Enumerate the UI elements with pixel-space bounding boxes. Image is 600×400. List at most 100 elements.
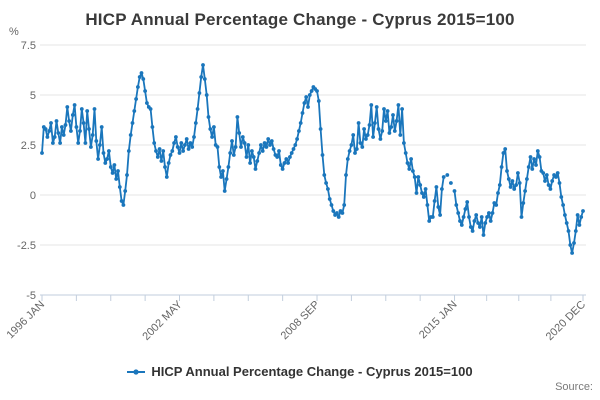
data-point <box>76 141 81 145</box>
data-point <box>188 141 193 145</box>
data-point <box>257 151 261 155</box>
data-point <box>302 101 307 105</box>
data-point <box>546 183 551 187</box>
data-point <box>454 203 459 207</box>
data-point <box>240 135 245 139</box>
data-point <box>224 177 229 181</box>
data-point <box>49 121 53 125</box>
data-point <box>385 109 390 113</box>
data-point <box>98 143 102 147</box>
data-point <box>217 165 222 169</box>
data-point <box>168 153 173 157</box>
x-tick-label: 2002 MAY <box>140 298 185 343</box>
data-point <box>163 165 167 169</box>
data-point <box>358 141 363 145</box>
data-point <box>510 179 515 183</box>
data-point <box>470 229 475 233</box>
data-point <box>374 105 379 109</box>
data-point <box>242 141 247 145</box>
data-point <box>326 187 330 191</box>
data-point <box>141 77 146 81</box>
data-point <box>573 229 578 233</box>
data-point <box>202 77 207 81</box>
data-point <box>268 143 272 147</box>
data-point <box>61 133 66 137</box>
data-point <box>231 153 236 157</box>
data-point <box>577 223 582 227</box>
data-point <box>581 209 585 213</box>
data-point <box>532 157 536 161</box>
data-point <box>541 171 546 175</box>
data-point <box>544 173 549 177</box>
data-point <box>300 111 305 115</box>
data-point <box>465 200 470 204</box>
data-point <box>472 219 477 223</box>
data-point <box>197 91 202 95</box>
data-point <box>60 125 64 129</box>
data-point <box>383 119 388 123</box>
data-point <box>201 63 205 67</box>
data-point <box>117 185 122 189</box>
data-point <box>506 177 511 181</box>
data-point <box>183 143 187 147</box>
data-point <box>430 215 435 219</box>
data-point <box>154 149 158 153</box>
data-point <box>222 189 227 193</box>
data-point <box>137 75 142 79</box>
data-point <box>284 157 289 161</box>
data-point <box>478 225 482 229</box>
data-point <box>483 221 488 225</box>
data-point <box>353 151 357 155</box>
data-point <box>233 145 238 149</box>
data-point <box>277 149 281 153</box>
data-point <box>237 131 242 135</box>
data-point <box>123 189 128 193</box>
data-point <box>72 103 77 107</box>
data-point <box>432 199 437 203</box>
data-point <box>101 151 106 155</box>
data-point <box>530 167 535 171</box>
data-point <box>306 105 310 109</box>
data-point <box>568 243 573 247</box>
data-point <box>177 151 182 155</box>
data-point <box>387 131 392 135</box>
data-point <box>436 205 441 209</box>
data-point <box>497 183 502 187</box>
data-point <box>416 175 421 179</box>
data-point <box>320 153 325 157</box>
data-point <box>423 187 428 191</box>
data-point <box>43 127 48 131</box>
data-point <box>344 173 348 177</box>
data-point <box>239 145 243 149</box>
data-point <box>235 115 240 119</box>
data-point <box>557 181 562 185</box>
data-point <box>128 133 133 137</box>
data-point <box>421 195 426 199</box>
data-point <box>161 149 166 153</box>
data-point <box>459 223 464 227</box>
data-point <box>559 195 564 199</box>
data-point <box>114 177 119 181</box>
y-tick-label: 7.5 <box>21 40 36 52</box>
y-axis-unit-label: % <box>9 26 19 38</box>
data-point <box>398 133 403 137</box>
data-point <box>534 163 538 167</box>
legend-item[interactable]: HICP Annual Percentage Change - Cyprus 2… <box>127 364 473 379</box>
data-point <box>376 127 381 131</box>
data-point <box>150 125 155 129</box>
data-point <box>440 187 444 191</box>
data-point <box>526 165 531 169</box>
data-point <box>382 107 386 111</box>
data-point <box>407 167 412 171</box>
data-point <box>184 137 189 141</box>
data-point <box>157 147 162 151</box>
data-point <box>175 145 180 149</box>
data-point <box>537 155 542 159</box>
legend-line-icon <box>127 368 146 375</box>
data-point <box>331 209 336 213</box>
data-point <box>535 149 540 153</box>
data-point <box>226 165 231 169</box>
data-point <box>335 211 339 215</box>
data-point <box>56 131 61 135</box>
